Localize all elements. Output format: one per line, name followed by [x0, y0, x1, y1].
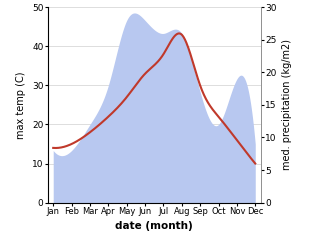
X-axis label: date (month): date (month)	[115, 221, 193, 231]
Y-axis label: max temp (C): max temp (C)	[17, 71, 26, 139]
Y-axis label: med. precipitation (kg/m2): med. precipitation (kg/m2)	[282, 40, 292, 170]
